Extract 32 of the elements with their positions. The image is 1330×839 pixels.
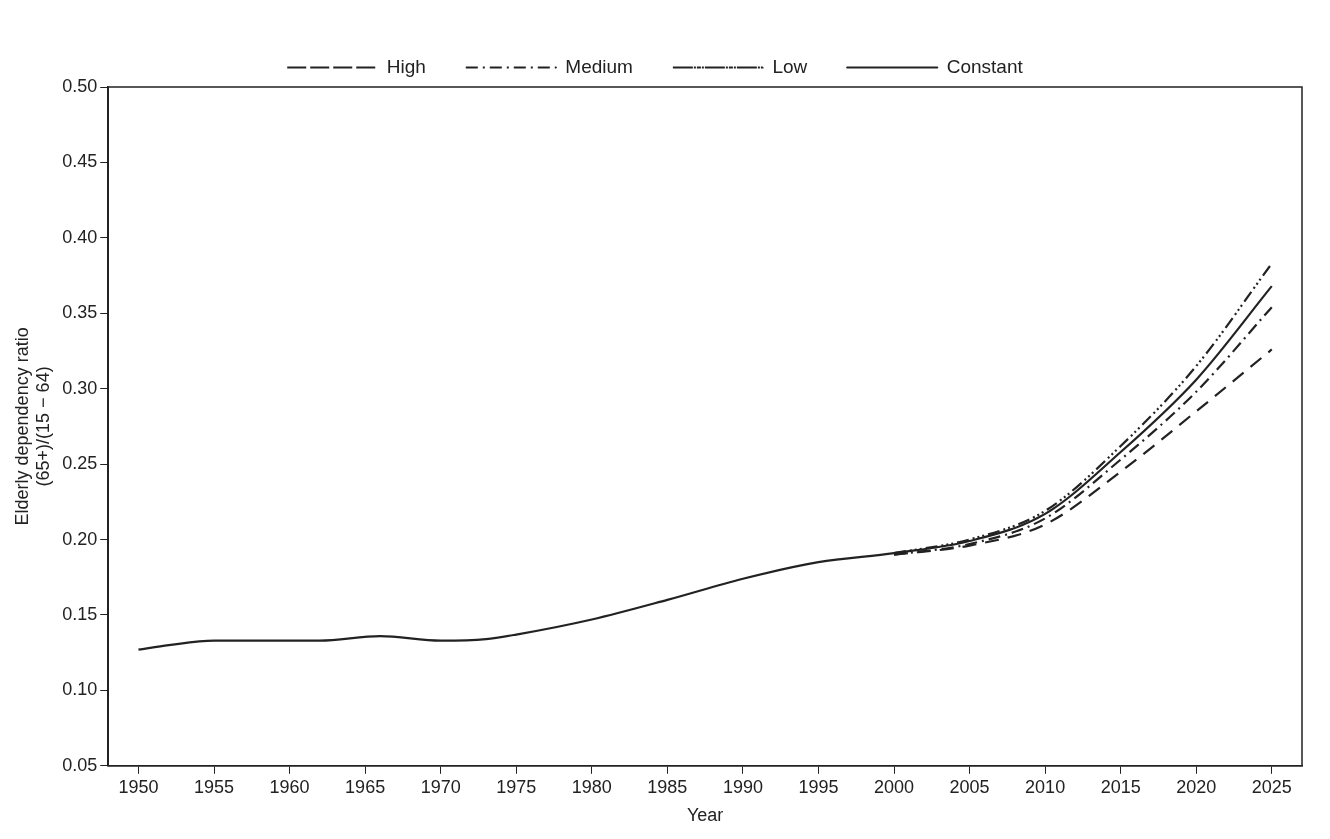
- x-tick-label: 1955: [193, 776, 235, 797]
- x-tick-label: 1950: [118, 776, 159, 797]
- legend-label: High: [386, 55, 426, 77]
- x-tick-label: 2005: [949, 776, 990, 797]
- x-tick-label: 1990: [722, 776, 763, 797]
- x-tick-label: 1965: [345, 776, 386, 797]
- y-tick-label: 0.15: [62, 603, 98, 624]
- x-tick-label: 1960: [269, 776, 310, 797]
- x-tick-label: 1985: [647, 776, 688, 797]
- y-axis-title: Elderly dependency ratio (65+)/(15 − 64): [11, 327, 54, 526]
- legend-label: Constant: [946, 55, 1024, 77]
- y-tick-label: 0.25: [62, 453, 98, 474]
- y-tick-label: 0.40: [62, 226, 98, 247]
- x-tick-label: 1995: [798, 776, 839, 797]
- y-tick-label: 0.30: [62, 377, 98, 398]
- legend-label: Low: [772, 55, 808, 77]
- x-tick-label: 2025: [1251, 776, 1292, 797]
- x-tick-label: 1970: [420, 776, 461, 797]
- y-tick-label: 0.10: [62, 679, 98, 700]
- y-tick-label: 0.20: [62, 528, 98, 549]
- y-tick-label: 0.45: [62, 151, 98, 172]
- y-tick-label: 0.35: [62, 302, 98, 323]
- x-tick-label: 1975: [496, 776, 537, 797]
- x-tick-label: 2000: [873, 776, 915, 797]
- legend-label: Medium: [565, 55, 633, 77]
- x-tick-label: 2015: [1100, 776, 1141, 797]
- x-tick-label: 2020: [1176, 776, 1217, 797]
- y-tick-label: 0.50: [62, 75, 98, 96]
- y-tick-label: 0.05: [62, 754, 98, 775]
- x-tick-label: 1980: [571, 776, 612, 797]
- x-tick-label: 2010: [1025, 776, 1066, 797]
- x-axis-title: Year: [686, 805, 724, 826]
